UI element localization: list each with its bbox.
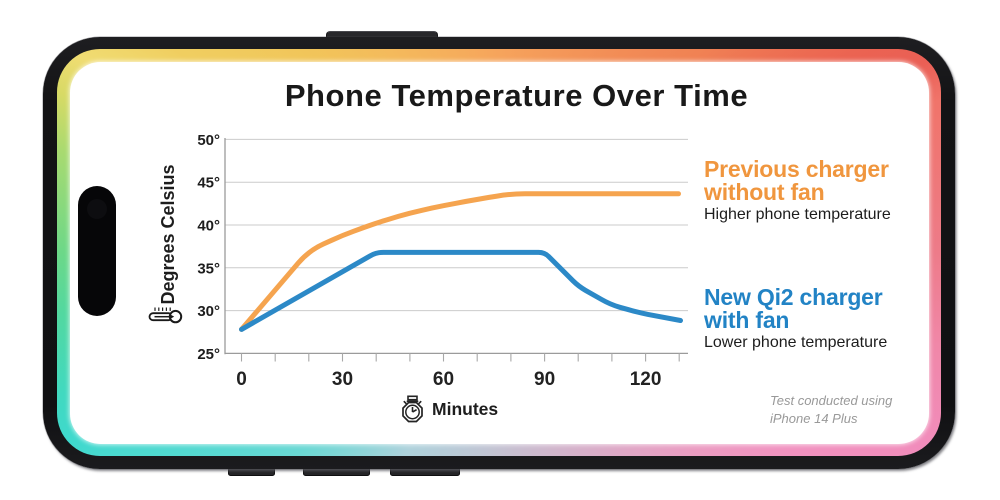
svg-text:0: 0 <box>236 369 247 390</box>
svg-text:35°: 35° <box>197 260 220 277</box>
svg-text:50°: 50° <box>197 132 220 149</box>
svg-text:45°: 45° <box>197 175 220 192</box>
svg-text:120: 120 <box>630 369 662 390</box>
svg-text:60: 60 <box>433 369 454 390</box>
svg-text:Degrees Celsius: Degrees Celsius <box>158 164 178 304</box>
svg-text:30: 30 <box>332 369 353 390</box>
svg-text:40°: 40° <box>197 218 220 235</box>
svg-text:25°: 25° <box>197 346 220 363</box>
svg-text:Minutes: Minutes <box>432 399 498 419</box>
svg-text:90: 90 <box>534 369 555 390</box>
svg-text:30°: 30° <box>197 303 220 320</box>
